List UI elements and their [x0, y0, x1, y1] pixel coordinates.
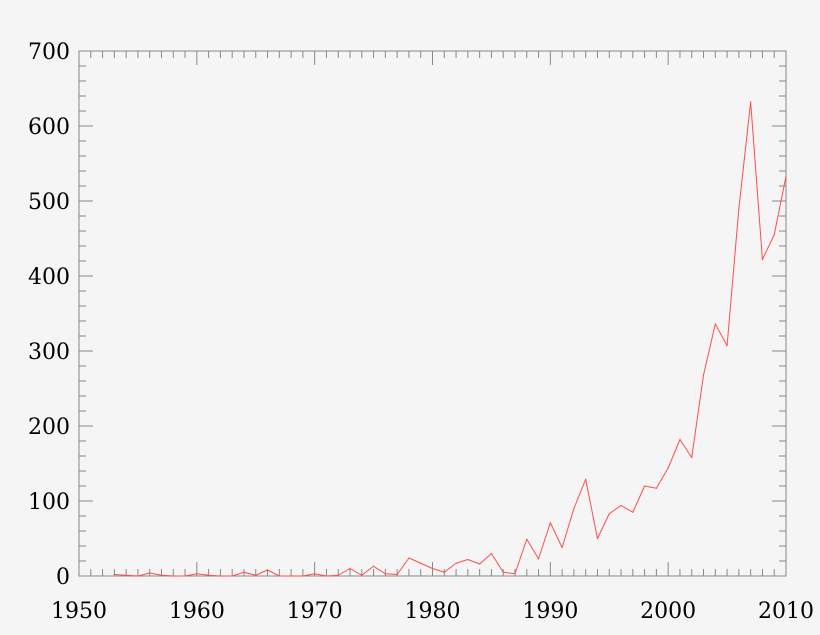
data-point	[113, 573, 115, 576]
data-point	[667, 467, 669, 469]
plot-area	[78, 50, 787, 577]
data-point	[679, 438, 681, 441]
data-point	[431, 567, 434, 570]
data-point	[620, 504, 622, 507]
data-point	[408, 557, 410, 559]
data-point	[361, 574, 363, 576]
data-point	[526, 538, 528, 540]
data-point	[561, 546, 563, 549]
data-point	[502, 571, 504, 573]
data-point	[349, 567, 351, 570]
data-point	[490, 552, 493, 555]
data-point	[549, 522, 551, 524]
data-point	[750, 101, 752, 103]
data-point	[773, 234, 775, 236]
y-tick-label: 200	[28, 415, 70, 440]
series-line	[114, 101, 787, 577]
data-point	[125, 574, 127, 576]
data-point	[644, 485, 646, 487]
data-point	[396, 573, 398, 576]
data-point	[691, 456, 693, 459]
data-point	[314, 573, 316, 575]
y-tick-label: 0	[56, 565, 70, 590]
data-point	[726, 345, 728, 347]
x-tick-label: 1990	[522, 599, 578, 624]
data-point	[325, 575, 328, 577]
x-tick-label: 2000	[640, 599, 696, 624]
data-point	[514, 573, 516, 575]
data-point	[573, 507, 575, 510]
data-point	[785, 175, 787, 177]
data-point	[420, 562, 422, 564]
data-point	[761, 258, 764, 261]
data-point	[137, 575, 139, 577]
x-tick-label: 1970	[287, 599, 343, 624]
y-tick-labels: 0 100 200 300 400 500 600 700	[28, 40, 70, 590]
y-tick-label: 400	[28, 265, 70, 290]
data-point	[184, 575, 186, 577]
y-tick-label: 300	[28, 340, 70, 365]
data-point	[384, 573, 386, 575]
data-point	[537, 558, 540, 560]
y-tick-label: 500	[28, 190, 70, 215]
data-point	[443, 571, 445, 573]
data-point	[585, 478, 587, 480]
data-point	[172, 575, 174, 577]
data-point	[302, 575, 304, 577]
data-point	[266, 569, 269, 571]
data-point	[149, 572, 151, 574]
data-point	[208, 574, 210, 576]
data-point	[196, 573, 198, 575]
data-point	[290, 575, 292, 577]
data-point	[160, 574, 163, 576]
data-point	[655, 487, 657, 489]
data-point	[479, 563, 481, 565]
data-point	[243, 571, 245, 573]
data-point	[632, 511, 634, 513]
data-point	[337, 574, 339, 576]
data-point	[372, 565, 375, 567]
data-point	[596, 537, 599, 540]
data-point	[231, 575, 233, 577]
x-tick-label: 1960	[169, 599, 225, 624]
y-tick-label: 600	[28, 115, 70, 140]
y-tick-label: 100	[28, 490, 70, 515]
x-tick-label: 1980	[405, 599, 461, 624]
data-point	[702, 374, 705, 376]
data-point	[467, 558, 469, 561]
data-point	[714, 323, 716, 325]
y-tick-label: 700	[28, 40, 70, 65]
x-tick-label: 1950	[51, 599, 107, 624]
x-tick-label: 2010	[758, 599, 814, 624]
series-layer	[113, 101, 787, 577]
data-point	[219, 575, 221, 577]
data-point	[738, 207, 740, 210]
x-tick-labels: 1950 1960 1970 1980 1990 2000 2010	[51, 599, 814, 624]
data-point	[455, 562, 457, 564]
data-point	[608, 513, 610, 515]
minor-ticks	[79, 51, 786, 576]
data-point	[278, 575, 280, 577]
data-point	[255, 574, 257, 576]
